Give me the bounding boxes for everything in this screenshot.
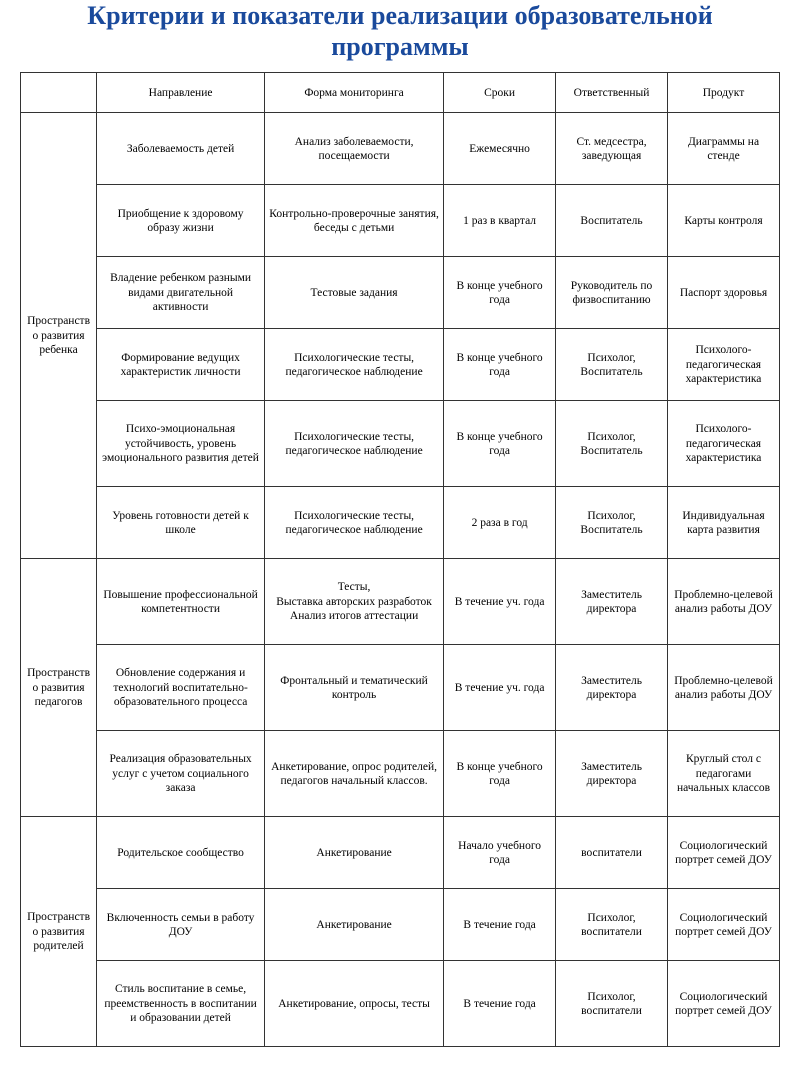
- table-cell: 2 раза в год: [444, 487, 556, 559]
- table-row: Пространство развития педагоговПовышение…: [21, 559, 780, 645]
- table-row: Стиль воспитание в семье, преемственност…: [21, 961, 780, 1047]
- col-header-monitoring: Форма мониторинга: [265, 73, 444, 113]
- table-cell: Приобщение к здоровому образу жизни: [97, 185, 265, 257]
- table-cell: 1 раз в квартал: [444, 185, 556, 257]
- table-cell: Психолог, воспитатели: [556, 961, 668, 1047]
- table-cell: Круглый стол с педагогами начальных клас…: [668, 731, 780, 817]
- table-cell: Социологический портрет семей ДОУ: [668, 961, 780, 1047]
- col-header-direction: Направление: [97, 73, 265, 113]
- table-cell: Анкетирование, опрос родителей, педагого…: [265, 731, 444, 817]
- table-header-row: Направление Форма мониторинга Сроки Отве…: [21, 73, 780, 113]
- table-cell: Ежемесячно: [444, 113, 556, 185]
- table-cell: Социологический портрет семей ДОУ: [668, 817, 780, 889]
- table-cell: Уровень готовности детей к школе: [97, 487, 265, 559]
- table-cell: Карты контроля: [668, 185, 780, 257]
- table-cell: Повышение профессиональной компетентност…: [97, 559, 265, 645]
- table-row: Пространство развития родителейРодительс…: [21, 817, 780, 889]
- table-cell: Проблемно-целевой анализ работы ДОУ: [668, 559, 780, 645]
- table-cell: Контрольно-проверочные занятия, беседы с…: [265, 185, 444, 257]
- table-cell: Психо-эмоциональная устойчивость, уровен…: [97, 401, 265, 487]
- table-cell: В конце учебного года: [444, 257, 556, 329]
- table-row: Реализация образовательных услуг с учето…: [21, 731, 780, 817]
- table-cell: Тесты,Выставка авторских разработокАнали…: [265, 559, 444, 645]
- table-cell: Психолог, Воспитатель: [556, 329, 668, 401]
- table-cell: Родительское сообщество: [97, 817, 265, 889]
- table-cell: Начало учебного года: [444, 817, 556, 889]
- table-cell: Проблемно-целевой анализ работы ДОУ: [668, 645, 780, 731]
- col-header-product: Продукт: [668, 73, 780, 113]
- table-cell: Заболеваемость детей: [97, 113, 265, 185]
- table-cell: Психолог, Воспитатель: [556, 401, 668, 487]
- col-header-section: [21, 73, 97, 113]
- table-cell: Индивидуальная карта развития: [668, 487, 780, 559]
- table-cell: Воспитатель: [556, 185, 668, 257]
- table-cell: Психолого-педагогическая характеристика: [668, 401, 780, 487]
- table-row: Обновление содержания и технологий воспи…: [21, 645, 780, 731]
- table-cell: Социологический портрет семей ДОУ: [668, 889, 780, 961]
- table-cell: Ст. медсестра, заведующая: [556, 113, 668, 185]
- col-header-timing: Сроки: [444, 73, 556, 113]
- table-cell: В конце учебного года: [444, 731, 556, 817]
- section-label: Пространство развития педагогов: [21, 559, 97, 817]
- table-cell: Психолого-педагогическая характеристика: [668, 329, 780, 401]
- table-row: Уровень готовности детей к школеПсихолог…: [21, 487, 780, 559]
- table-cell: Заместитель директора: [556, 731, 668, 817]
- table-cell: В течение уч. года: [444, 559, 556, 645]
- table-cell: Психологические тесты, педагогическое на…: [265, 329, 444, 401]
- table-cell: Владение ребенком разными видами двигате…: [97, 257, 265, 329]
- section-label: Пространство развития родителей: [21, 817, 97, 1047]
- table-cell: Анкетирование: [265, 817, 444, 889]
- table-cell: В конце учебного года: [444, 329, 556, 401]
- table-cell: В течение года: [444, 889, 556, 961]
- table-cell: Психологические тесты, педагогическое на…: [265, 487, 444, 559]
- table-row: Включенность семьи в работу ДОУАнкетиров…: [21, 889, 780, 961]
- table-cell: Заместитель директора: [556, 645, 668, 731]
- table-cell: В течение уч. года: [444, 645, 556, 731]
- table-cell: Руководитель по физвоспитанию: [556, 257, 668, 329]
- section-label: Пространство развития ребенка: [21, 113, 97, 559]
- table-cell: воспитатели: [556, 817, 668, 889]
- table-row: Психо-эмоциональная устойчивость, уровен…: [21, 401, 780, 487]
- table-cell: В течение года: [444, 961, 556, 1047]
- table-row: Владение ребенком разными видами двигате…: [21, 257, 780, 329]
- table-cell: Формирование ведущих характеристик лично…: [97, 329, 265, 401]
- table-cell: Паспорт здоровья: [668, 257, 780, 329]
- table-cell: Диаграммы на стенде: [668, 113, 780, 185]
- table-row: Пространство развития ребенкаЗаболеваемо…: [21, 113, 780, 185]
- page-title: Критерии и показатели реализации образов…: [0, 0, 800, 72]
- table-cell: Реализация образовательных услуг с учето…: [97, 731, 265, 817]
- table-cell: Заместитель директора: [556, 559, 668, 645]
- table-cell: Анкетирование: [265, 889, 444, 961]
- table-cell: Включенность семьи в работу ДОУ: [97, 889, 265, 961]
- table-cell: В конце учебного года: [444, 401, 556, 487]
- table-cell: Психолог, Воспитатель: [556, 487, 668, 559]
- table-row: Приобщение к здоровому образу жизниКонтр…: [21, 185, 780, 257]
- table-row: Формирование ведущих характеристик лично…: [21, 329, 780, 401]
- table-cell: Стиль воспитание в семье, преемственност…: [97, 961, 265, 1047]
- table-cell: Анкетирование, опросы, тесты: [265, 961, 444, 1047]
- table-cell: Психолог, воспитатели: [556, 889, 668, 961]
- table-cell: Фронтальный и тематический контроль: [265, 645, 444, 731]
- table-cell: Анализ заболеваемости, посещаемости: [265, 113, 444, 185]
- table-body: Пространство развития ребенкаЗаболеваемо…: [21, 113, 780, 1047]
- criteria-table: Направление Форма мониторинга Сроки Отве…: [20, 72, 780, 1047]
- table-cell: Тестовые задания: [265, 257, 444, 329]
- col-header-responsible: Ответственный: [556, 73, 668, 113]
- table-cell: Психологические тесты, педагогическое на…: [265, 401, 444, 487]
- table-cell: Обновление содержания и технологий воспи…: [97, 645, 265, 731]
